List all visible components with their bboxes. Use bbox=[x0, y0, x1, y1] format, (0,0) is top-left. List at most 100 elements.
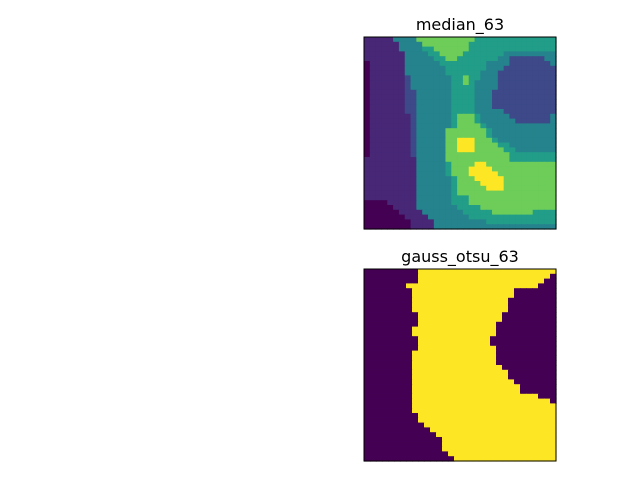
otsu-heatmap-cell bbox=[508, 326, 515, 332]
median-heatmap-cell bbox=[550, 219, 557, 225]
otsu-heatmap-cell bbox=[370, 269, 377, 275]
median-heatmap-cell bbox=[457, 219, 464, 225]
otsu-heatmap-cell bbox=[382, 427, 389, 433]
otsu-heatmap-cell bbox=[412, 297, 419, 304]
median-heatmap-cell bbox=[544, 104, 551, 110]
median-heatmap-cell bbox=[486, 224, 493, 230]
median-heatmap-cell bbox=[445, 61, 452, 67]
median-heatmap-cell bbox=[457, 190, 464, 196]
median-heatmap-cell bbox=[393, 80, 400, 86]
median-heatmap-cell bbox=[474, 94, 481, 100]
median-heatmap-cell bbox=[410, 185, 417, 192]
otsu-heatmap-cell bbox=[550, 355, 557, 361]
median-heatmap-cell bbox=[457, 142, 464, 148]
otsu-heatmap-cell bbox=[484, 393, 491, 400]
otsu-heatmap-cell bbox=[400, 345, 407, 352]
otsu-heatmap-cell bbox=[502, 389, 509, 395]
otsu-heatmap-cell bbox=[430, 273, 437, 280]
otsu-heatmap-cell bbox=[430, 278, 437, 284]
otsu-heatmap-cell bbox=[526, 456, 533, 462]
median-heatmap-cell bbox=[468, 219, 476, 225]
otsu-heatmap-cell bbox=[472, 317, 479, 323]
median-heatmap-cell bbox=[393, 65, 400, 72]
otsu-heatmap-cell bbox=[490, 307, 497, 313]
otsu-heatmap-cell bbox=[496, 326, 503, 332]
otsu-heatmap-cell bbox=[436, 403, 443, 409]
median-heatmap-cell bbox=[398, 214, 406, 220]
otsu-heatmap-cell bbox=[514, 288, 521, 294]
median-heatmap-cell bbox=[468, 85, 476, 91]
median-heatmap-cell bbox=[428, 214, 435, 220]
otsu-heatmap-cell bbox=[502, 441, 509, 448]
otsu-heatmap-cell bbox=[496, 317, 503, 323]
median-heatmap-cell bbox=[439, 46, 447, 52]
otsu-heatmap-cell bbox=[364, 398, 371, 404]
otsu-heatmap-cell bbox=[382, 307, 389, 313]
otsu-heatmap-cell bbox=[430, 422, 437, 428]
otsu-heatmap-cell bbox=[496, 413, 503, 419]
otsu-heatmap-cell bbox=[424, 350, 431, 356]
otsu-heatmap-cell bbox=[466, 312, 473, 318]
otsu-heatmap-cell bbox=[436, 408, 443, 414]
otsu-heatmap-cell bbox=[454, 379, 461, 385]
median-heatmap-cell bbox=[497, 166, 505, 172]
otsu-heatmap-cell bbox=[538, 360, 545, 366]
otsu-heatmap-cell bbox=[376, 360, 383, 366]
otsu-heatmap-cell bbox=[466, 441, 473, 448]
otsu-heatmap-cell bbox=[472, 331, 479, 337]
median-heatmap-cell bbox=[486, 128, 493, 134]
median-heatmap-cell bbox=[433, 209, 441, 216]
otsu-heatmap-cell bbox=[442, 422, 449, 428]
median-heatmap-cell bbox=[515, 209, 522, 216]
otsu-heatmap-cell bbox=[490, 422, 497, 428]
otsu-heatmap-cell bbox=[388, 336, 395, 342]
median-heatmap-cell bbox=[521, 104, 528, 110]
median-heatmap-cell bbox=[445, 41, 452, 48]
otsu-heatmap-cell bbox=[466, 283, 473, 289]
otsu-heatmap-cell bbox=[424, 432, 431, 438]
median-heatmap-cell bbox=[492, 224, 499, 230]
otsu-heatmap-cell bbox=[412, 365, 419, 371]
otsu-heatmap-cell bbox=[520, 417, 527, 424]
otsu-heatmap-cell bbox=[532, 389, 539, 395]
otsu-heatmap-cell bbox=[448, 456, 455, 462]
otsu-heatmap-cell bbox=[502, 269, 509, 275]
median-heatmap-cell bbox=[445, 99, 452, 105]
median-heatmap-cell bbox=[393, 128, 400, 134]
otsu-heatmap-cell bbox=[526, 302, 533, 308]
otsu-heatmap-cell bbox=[520, 355, 527, 361]
median-heatmap-cell bbox=[433, 147, 441, 153]
otsu-heatmap-cell bbox=[448, 403, 455, 409]
otsu-heatmap-cell bbox=[388, 283, 395, 289]
otsu-heatmap-cell bbox=[388, 413, 395, 419]
otsu-heatmap-cell bbox=[406, 374, 413, 380]
median-heatmap-cell bbox=[451, 214, 458, 220]
median-heatmap-cell bbox=[486, 65, 493, 72]
median-heatmap-cell bbox=[433, 142, 441, 148]
median-heatmap-cell bbox=[468, 200, 476, 206]
median-heatmap-cell bbox=[364, 99, 371, 105]
otsu-heatmap-cell bbox=[490, 427, 497, 433]
otsu-heatmap-cell bbox=[406, 408, 413, 414]
otsu-heatmap-cell bbox=[448, 331, 455, 337]
median-heatmap-cell bbox=[451, 70, 458, 76]
otsu-heatmap-cell bbox=[478, 432, 485, 438]
median-heatmap-cell bbox=[451, 142, 458, 148]
median-heatmap-cell bbox=[492, 56, 499, 62]
median-heatmap-cell bbox=[369, 147, 377, 153]
median-heatmap-cell bbox=[468, 209, 476, 216]
otsu-heatmap-cell bbox=[364, 312, 371, 318]
median-heatmap-cell bbox=[364, 113, 371, 120]
otsu-heatmap-cell bbox=[448, 321, 455, 328]
otsu-heatmap-cell bbox=[484, 283, 491, 289]
otsu-heatmap-cell bbox=[400, 427, 407, 433]
median-heatmap-cell bbox=[445, 56, 452, 62]
otsu-heatmap-cell bbox=[460, 427, 467, 433]
otsu-heatmap-cell bbox=[376, 384, 383, 390]
median-heatmap-cell bbox=[550, 123, 557, 129]
otsu-heatmap-cell bbox=[454, 283, 461, 289]
otsu-heatmap-cell bbox=[376, 369, 383, 376]
median-heatmap-cell bbox=[521, 80, 528, 86]
median-heatmap-cell bbox=[515, 123, 522, 129]
